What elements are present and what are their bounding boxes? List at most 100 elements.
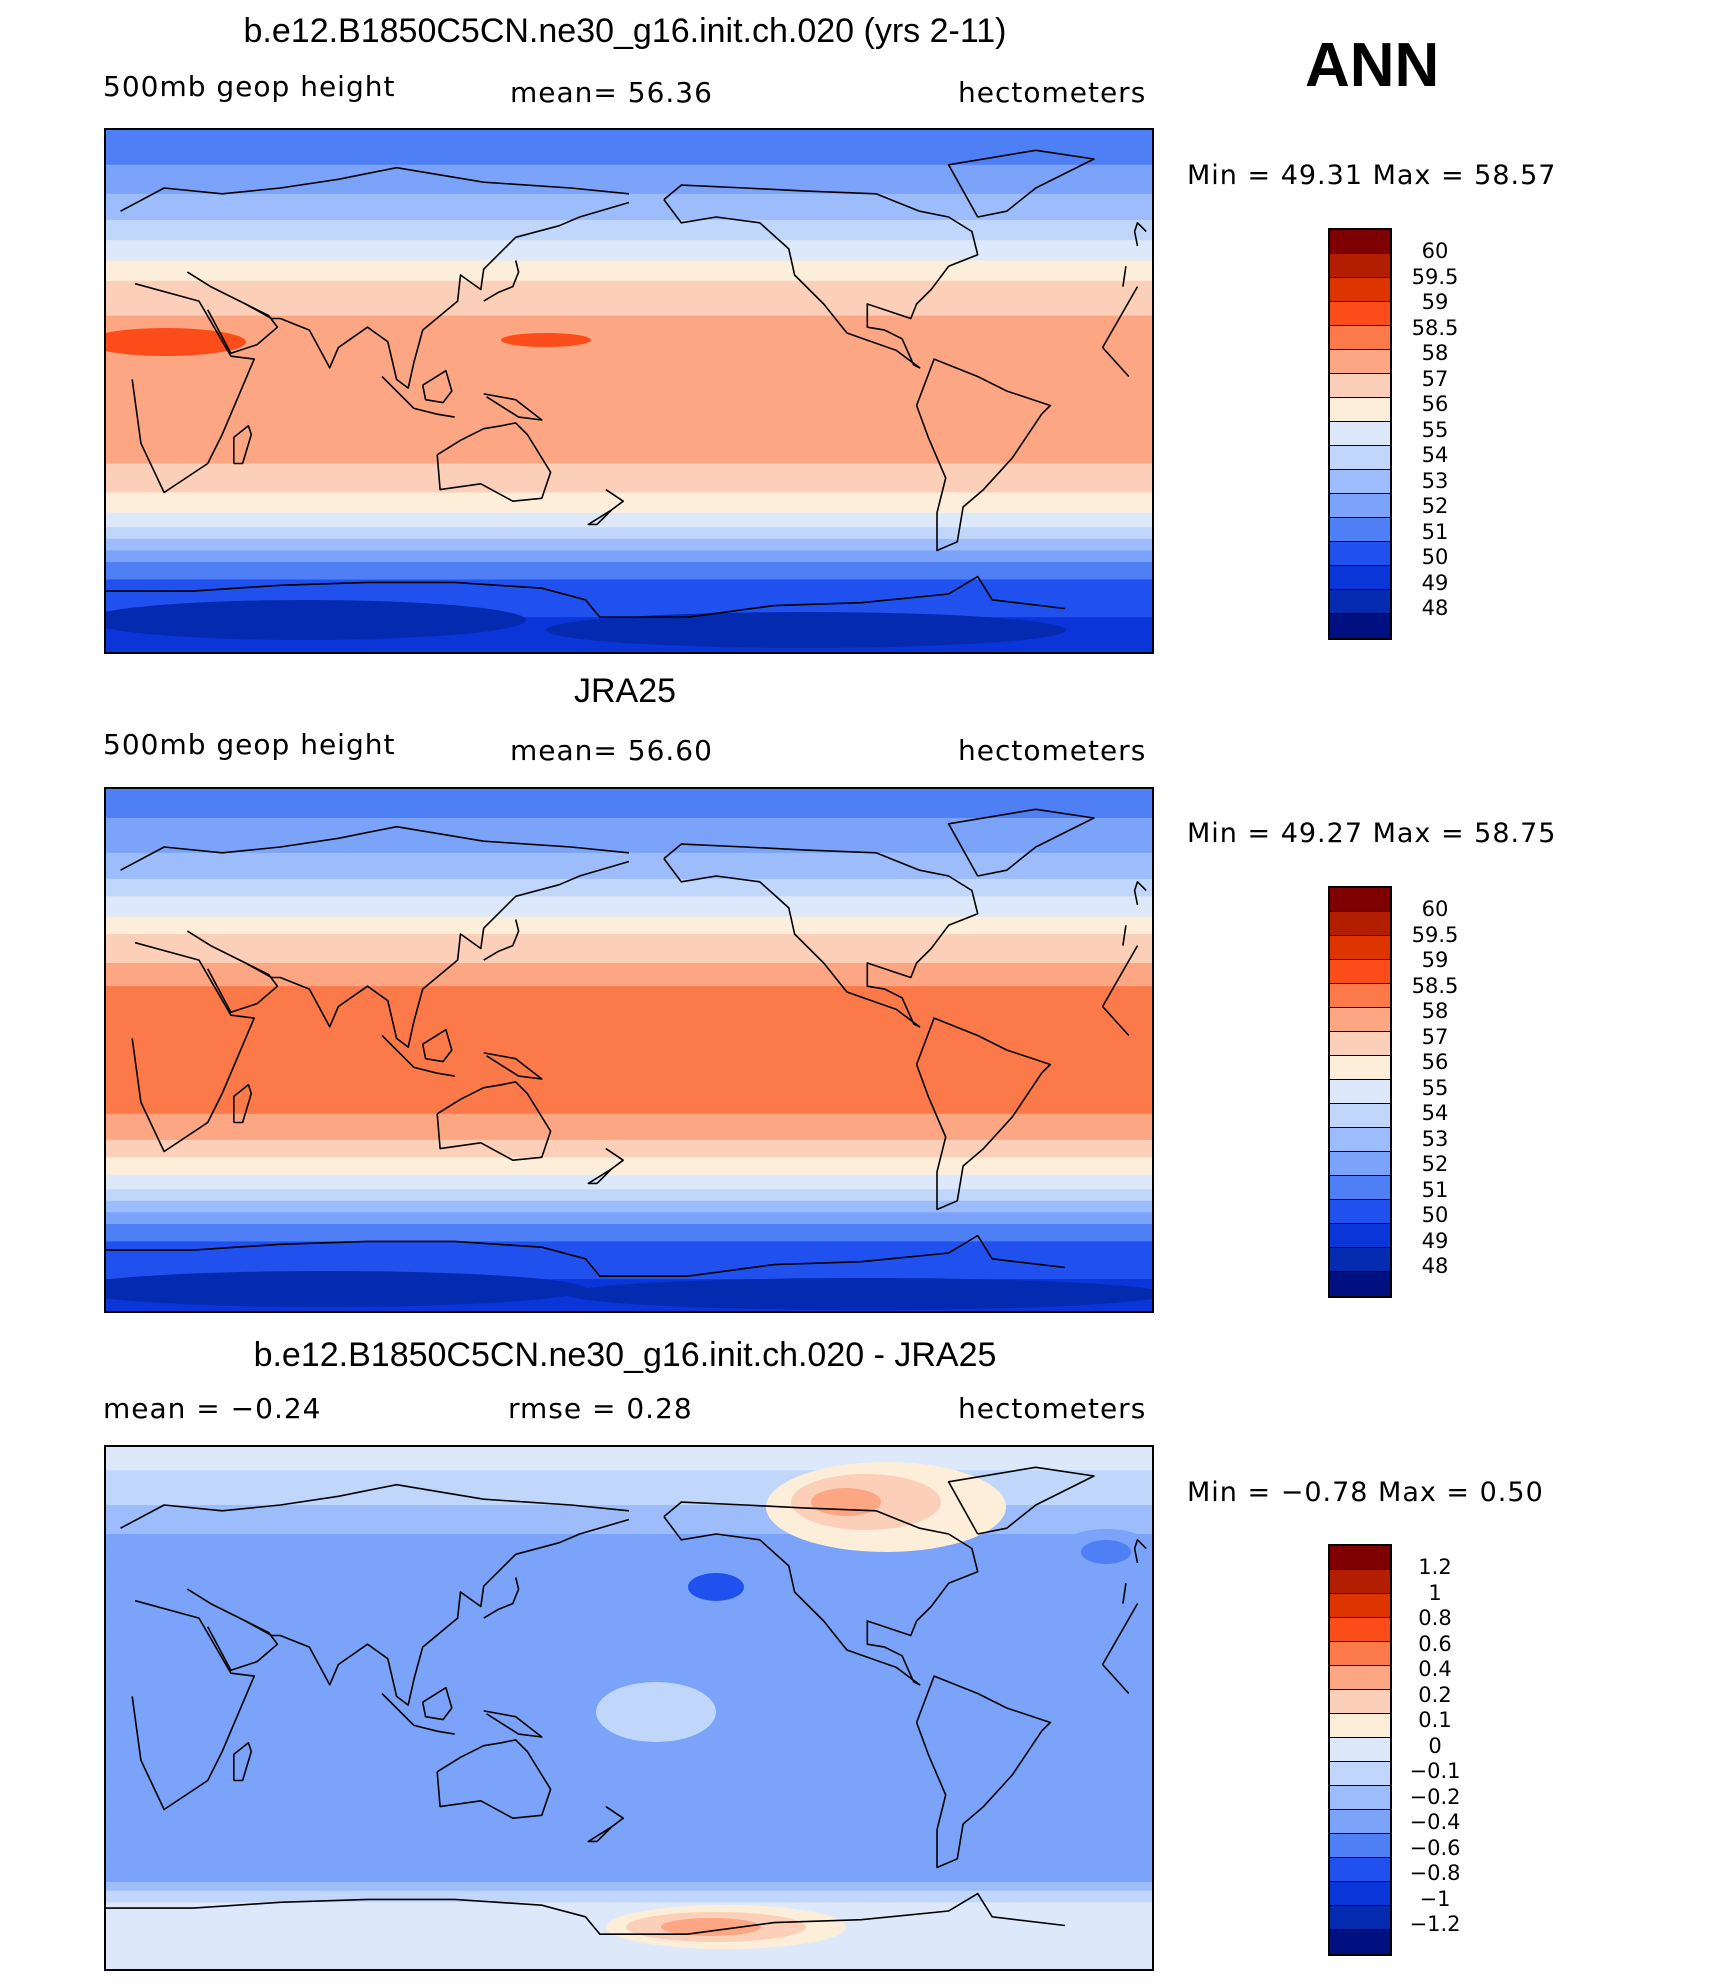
contour-band	[106, 1600, 1152, 1605]
contour-band	[106, 844, 1152, 848]
contour-band	[106, 376, 1152, 380]
contour-band	[106, 138, 1152, 143]
contour-band	[106, 1221, 1152, 1225]
colorbar-segment	[1330, 1008, 1390, 1032]
contour-feature	[566, 1278, 1152, 1310]
contour-band	[106, 1081, 1152, 1086]
contour-band	[106, 1615, 1152, 1619]
contour-band	[106, 266, 1152, 270]
contour-band	[106, 1519, 1152, 1523]
coastline	[1133, 881, 1147, 906]
colorbar-segment	[1330, 1080, 1390, 1104]
contour-band	[106, 1551, 1152, 1555]
contour-band	[106, 1809, 1152, 1813]
contour-band	[106, 515, 1152, 520]
colorbar-segment	[1330, 1666, 1390, 1690]
contour-band	[106, 1186, 1152, 1190]
contour-band	[106, 443, 1152, 447]
contour-band	[106, 1536, 1152, 1541]
panel2-minmax: Min = 49.27 Max = 58.75	[1187, 818, 1557, 849]
contour-band	[106, 1093, 1152, 1097]
contour-band	[106, 1009, 1152, 1013]
contour-band	[106, 217, 1152, 221]
panel1-features	[106, 328, 1066, 648]
contour-band	[106, 974, 1152, 979]
contour-band	[106, 1942, 1152, 1947]
colorbar-segment	[1330, 1248, 1390, 1272]
contour-band	[106, 164, 1152, 169]
contour-band	[106, 1899, 1152, 1903]
contour-band	[106, 876, 1152, 880]
colorbar-tick-label: 0	[1428, 1733, 1442, 1758]
contour-band	[106, 440, 1152, 444]
contour-band	[106, 1224, 1152, 1228]
contour-band	[106, 341, 1152, 346]
coastline	[436, 422, 552, 503]
contour-band	[106, 295, 1152, 299]
contour-band	[106, 1592, 1152, 1596]
coastline	[587, 488, 625, 526]
contour-band	[106, 899, 1152, 903]
contour-band	[106, 1815, 1152, 1819]
contour-band	[106, 527, 1152, 531]
contour-band	[106, 356, 1152, 360]
contour-band	[106, 553, 1152, 557]
contour-band	[106, 649, 1152, 652]
contour-band	[106, 823, 1152, 828]
contour-band	[106, 132, 1152, 137]
contour-band	[106, 1484, 1152, 1489]
contour-band	[106, 1250, 1152, 1254]
contour-band	[106, 815, 1152, 819]
contour-band	[106, 234, 1152, 238]
contour-band	[106, 1896, 1152, 1900]
colorbar-tick-label: −0.8	[1409, 1861, 1461, 1885]
colorbar-segment	[1330, 936, 1390, 960]
contour-band	[106, 1096, 1152, 1100]
coastline	[381, 1034, 455, 1077]
coastline	[131, 1599, 255, 1811]
contour-band	[106, 928, 1152, 932]
coastline	[233, 424, 253, 465]
colorbar-tick-label: 53	[1421, 1126, 1449, 1151]
contour-band	[106, 359, 1152, 363]
contour-band	[106, 1015, 1152, 1019]
contour-band	[106, 1200, 1152, 1205]
coastline	[131, 282, 255, 494]
contour-band	[106, 1148, 1152, 1153]
contour-band	[106, 1090, 1152, 1095]
contour-band	[106, 1818, 1152, 1822]
contour-band	[106, 1676, 1152, 1680]
contour-band	[106, 1879, 1152, 1883]
colorbar-tick-label: 54	[1421, 1101, 1449, 1125]
contour-band	[106, 1255, 1152, 1260]
contour-band	[106, 1954, 1152, 1958]
coastline	[947, 149, 1095, 218]
contour-band	[106, 469, 1152, 473]
contour-band	[106, 1273, 1152, 1277]
contour-band	[106, 1563, 1152, 1567]
contour-band	[106, 547, 1152, 552]
contour-band	[106, 965, 1152, 970]
contour-band	[106, 1574, 1152, 1579]
contour-band	[106, 1458, 1152, 1463]
contour-band	[106, 286, 1152, 291]
contour-band	[106, 596, 1152, 601]
contour-band	[106, 902, 1152, 906]
colorbar-tick-label: 56	[1421, 392, 1449, 416]
colorbar-tick-label: 52	[1421, 494, 1449, 518]
contour-band	[106, 992, 1152, 996]
contour-band	[106, 283, 1152, 288]
colorbar-tick-label: 58.5	[1411, 315, 1459, 340]
contour-band	[106, 1023, 1152, 1028]
colorbar-segment	[1330, 1200, 1390, 1224]
contour-band	[106, 855, 1152, 860]
contour-feature	[106, 1271, 586, 1307]
contour-band	[106, 1502, 1152, 1506]
contour-band	[106, 1026, 1152, 1031]
contour-band	[106, 1644, 1152, 1648]
colorbar-segment	[1330, 326, 1390, 350]
colorbar-tick-label: 59	[1421, 948, 1449, 972]
contour-band	[106, 524, 1152, 528]
contour-band	[106, 1902, 1152, 1906]
colorbar-segment	[1330, 542, 1390, 566]
